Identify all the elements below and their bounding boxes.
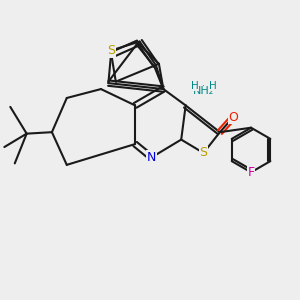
Text: O: O <box>228 111 238 124</box>
Text: ·: · <box>202 81 205 91</box>
Text: NH₂: NH₂ <box>193 85 214 96</box>
Text: H: H <box>208 81 216 91</box>
Text: NH₂: NH₂ <box>193 85 214 96</box>
Text: F: F <box>248 166 255 179</box>
Text: H: H <box>191 81 199 91</box>
Text: S: S <box>107 44 116 57</box>
Text: S: S <box>200 146 208 160</box>
Text: N: N <box>147 151 156 164</box>
